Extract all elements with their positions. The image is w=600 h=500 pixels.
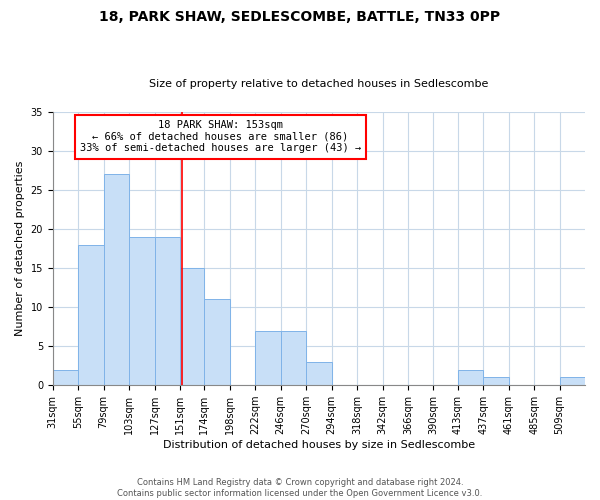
Title: Size of property relative to detached houses in Sedlescombe: Size of property relative to detached ho… [149,79,488,89]
Bar [155,237,180,385]
Text: 18, PARK SHAW, SEDLESCOMBE, BATTLE, TN33 0PP: 18, PARK SHAW, SEDLESCOMBE, BATTLE, TN33… [100,10,500,24]
Bar [560,378,585,385]
Bar [281,330,306,385]
Bar [78,244,104,385]
Y-axis label: Number of detached properties: Number of detached properties [15,161,25,336]
Bar [53,370,78,385]
Text: 18 PARK SHAW: 153sqm
← 66% of detached houses are smaller (86)
33% of semi-detac: 18 PARK SHAW: 153sqm ← 66% of detached h… [80,120,361,154]
Bar [180,268,205,385]
Bar [255,330,281,385]
Bar [483,378,509,385]
Bar [205,300,230,385]
Bar [306,362,332,385]
Bar [129,237,155,385]
Bar [458,370,483,385]
X-axis label: Distribution of detached houses by size in Sedlescombe: Distribution of detached houses by size … [163,440,475,450]
Text: Contains HM Land Registry data © Crown copyright and database right 2024.
Contai: Contains HM Land Registry data © Crown c… [118,478,482,498]
Bar [104,174,129,385]
